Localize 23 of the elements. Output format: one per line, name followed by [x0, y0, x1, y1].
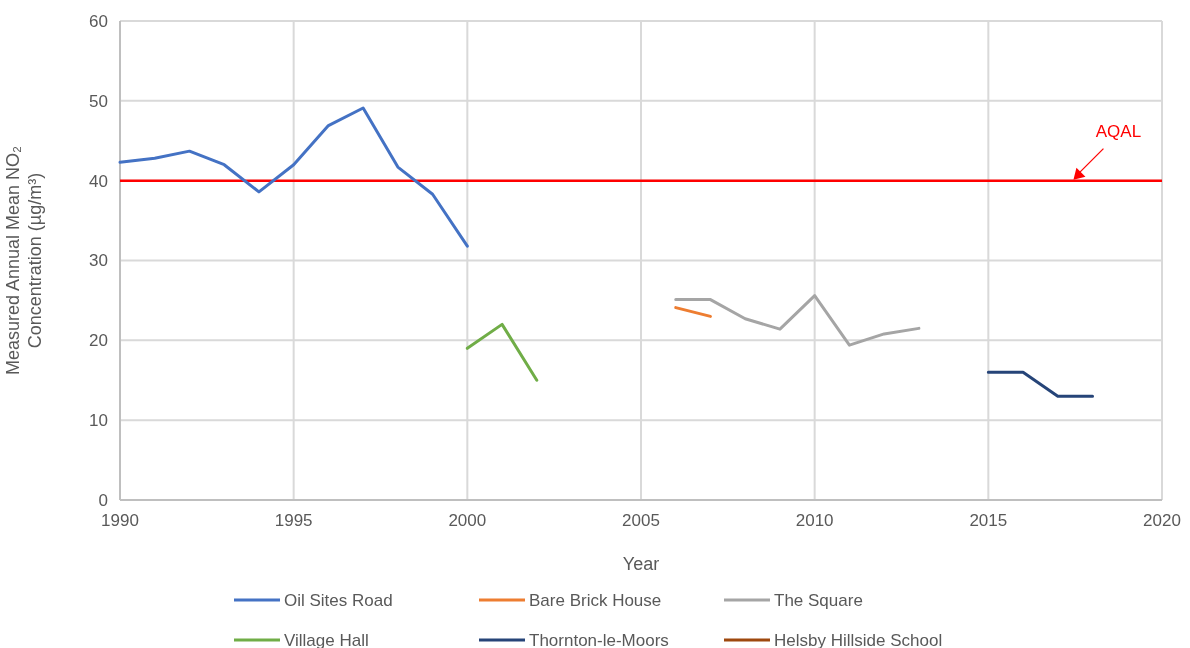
- x-tick-label: 2020: [1143, 511, 1181, 530]
- y-tick-label: 10: [89, 411, 108, 431]
- ref-line-label: AQAL: [1095, 121, 1142, 141]
- x-tick-label: 1990: [101, 511, 139, 530]
- legend-label: Thornton-le-Moors: [529, 630, 669, 648]
- y-tick-label: 30: [89, 251, 108, 271]
- legend-label: The Square: [774, 590, 863, 610]
- x-tick-label: 2010: [795, 511, 834, 530]
- x-tick-label: 1995: [274, 511, 313, 530]
- legend-label: Bare Brick House: [529, 590, 662, 610]
- y-tick-label: 60: [89, 11, 108, 31]
- y-tick-label: 0: [98, 490, 108, 510]
- y-tick-label: 20: [89, 331, 108, 351]
- line-series: [674, 294, 921, 347]
- legend-label: Oil Sites Road: [284, 590, 393, 610]
- y-tick-label: 40: [89, 171, 108, 191]
- x-tick-label: 2000: [448, 511, 487, 530]
- x-tick-label: 2015: [969, 511, 1008, 530]
- x-tick-label: 2005: [622, 511, 660, 530]
- line-series: [118, 106, 469, 248]
- y-axis-title: Measured Annual Mean NO₂ Concentration (µg/m³): [3, 145, 45, 376]
- y-tick-label: 50: [89, 91, 108, 111]
- x-axis-title: Year: [622, 554, 660, 574]
